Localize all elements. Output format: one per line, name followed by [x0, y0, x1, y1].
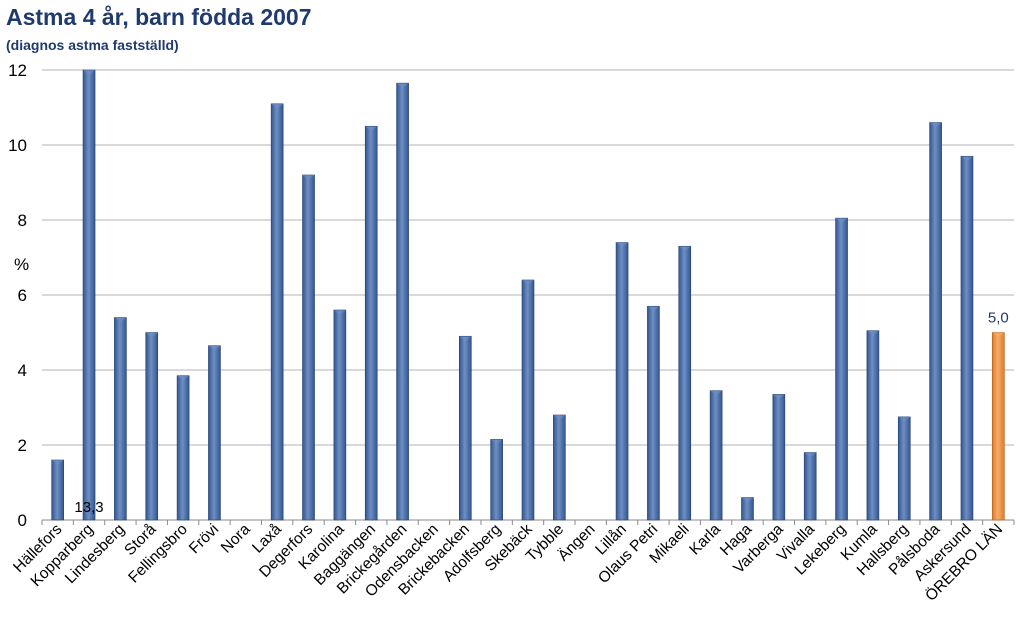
bar-Pålsboda	[929, 122, 942, 521]
bar-Storå	[145, 332, 159, 521]
bar-Lekeberg	[835, 217, 848, 521]
bar-bevel	[208, 345, 221, 351]
bar-Hällefors	[51, 459, 64, 521]
y-tick-label: 0	[18, 511, 27, 530]
bar-Lindesberg	[114, 317, 127, 521]
bar-bevel	[616, 242, 629, 248]
bar-Brickegården	[396, 82, 409, 521]
bar-Fellingsbro	[176, 375, 190, 521]
bar-bevel	[114, 317, 127, 323]
bar-bevel	[772, 394, 785, 400]
bar-Vivalla	[803, 452, 817, 521]
bar-Varberga	[772, 394, 786, 521]
bar-Brickebacken	[458, 335, 472, 521]
bar-Frövi	[208, 345, 221, 521]
bar-Adolfsberg	[490, 439, 503, 521]
bar-bevel	[365, 126, 378, 132]
x-axis-ticks: HälleforsKopparbergLindesbergStoråFellin…	[10, 520, 1006, 605]
chart-title: Astma 4 år, barn födda 2007	[6, 4, 312, 30]
bar-Degerfors	[302, 174, 315, 521]
chart-subtitle: (diagnos astma fastställd)	[6, 37, 179, 53]
bar-Kumla	[866, 330, 880, 521]
bar-bevel	[804, 452, 817, 458]
x-tick-label: Nora	[218, 521, 254, 557]
bar-bevel	[553, 415, 566, 420]
bar-bevel	[145, 332, 158, 338]
bars	[51, 69, 1005, 521]
bar-Askersund	[960, 155, 974, 521]
y-axis-label: %	[14, 255, 30, 274]
y-tick-label: 4	[18, 361, 27, 380]
bar-Lillån	[615, 242, 629, 521]
bar-bevel	[647, 306, 660, 312]
bar-bevel	[459, 336, 472, 342]
y-axis-ticks: 0 2 4 6 8 10 12	[8, 61, 27, 530]
bar-bevel	[898, 416, 911, 422]
bar-Hallsberg	[897, 416, 911, 521]
bar-Karolina	[333, 309, 347, 521]
bar-Kopparberg	[82, 69, 96, 521]
bar-bevel	[51, 460, 64, 465]
bar-bevel	[302, 175, 315, 180]
bar-bevel	[710, 390, 723, 396]
bar-Laxå	[270, 103, 284, 521]
bar-bevel	[866, 330, 879, 336]
bar-bevel	[490, 439, 503, 445]
bar-bevel	[83, 70, 96, 75]
y-tick-label: 10	[8, 136, 27, 155]
bar-bevel	[835, 218, 848, 224]
bar-bevel	[396, 83, 409, 89]
bar-bevel	[522, 280, 534, 285]
y-tick-label: 12	[8, 61, 27, 80]
y-tick-label: 6	[18, 286, 27, 305]
data-label: 5,0	[988, 310, 1009, 327]
y-tick-label: 8	[18, 211, 27, 230]
data-label: 13,3	[74, 499, 103, 516]
bar-bevel	[678, 246, 691, 252]
x-tick-label: Karla	[686, 521, 724, 559]
bar-bevel	[992, 332, 1005, 338]
x-tick-label: Frövi	[186, 521, 222, 557]
bar-bevel	[929, 122, 942, 128]
y-tick-label: 2	[18, 436, 27, 455]
bar-Tybble	[553, 414, 566, 521]
bar-bevel	[177, 375, 190, 381]
bar-Olaus Petri	[647, 305, 660, 521]
bar-bevel	[960, 156, 973, 162]
bar-Skebäck	[521, 279, 535, 521]
bar-bevel	[333, 310, 346, 315]
bar-Karla	[709, 390, 723, 521]
bar-ÖREBRO LÄN	[992, 332, 1005, 521]
bar-Baggängen	[364, 125, 378, 521]
data-labels: 13,3 5,0	[74, 310, 1008, 517]
bar-bevel	[741, 497, 754, 503]
bar-Mikaeli	[678, 245, 692, 521]
bar-bevel	[271, 103, 284, 109]
